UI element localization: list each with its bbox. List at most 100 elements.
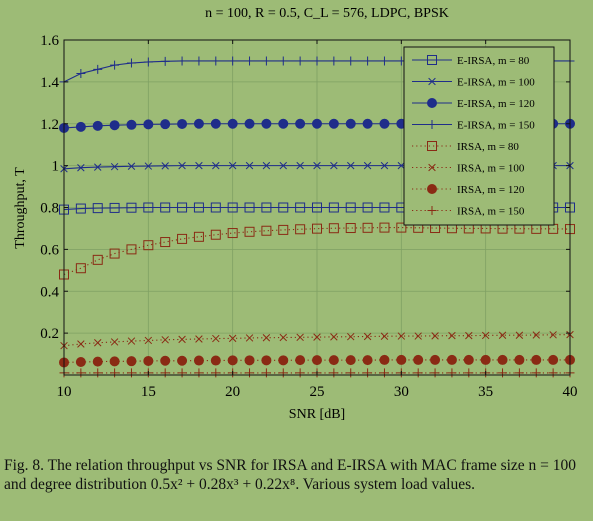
data-point — [363, 368, 373, 378]
data-point — [126, 244, 137, 255]
data-point — [92, 356, 103, 367]
data-point — [178, 335, 186, 344]
x-tick-label: 30 — [394, 384, 409, 400]
legend-item: IRSA, m = 120 — [412, 184, 525, 196]
data-point — [347, 161, 355, 170]
data-point — [160, 355, 171, 366]
data-point — [94, 163, 102, 171]
legend-box — [403, 46, 555, 226]
data-point — [126, 58, 136, 68]
y-tick-label: 0.8 — [40, 201, 59, 217]
data-point — [514, 368, 524, 378]
data-point — [126, 202, 137, 213]
legend-label: E-IRSA, m = 80 — [457, 55, 530, 67]
legend-label: E-IRSA, m = 150 — [457, 120, 535, 132]
data-point — [278, 224, 289, 235]
data-point — [77, 163, 85, 172]
data-point — [227, 202, 238, 213]
data-point — [463, 354, 474, 365]
series-6 — [59, 354, 575, 368]
data-point — [227, 228, 238, 239]
data-point — [94, 339, 102, 347]
data-point — [143, 119, 154, 130]
data-point — [193, 355, 204, 366]
legend-label: E-IRSA, m = 120 — [457, 98, 535, 110]
data-point — [427, 141, 437, 151]
data-point — [110, 60, 120, 70]
data-point — [261, 368, 271, 378]
data-point — [413, 368, 423, 378]
data-point — [278, 202, 289, 213]
legend-item: E-IRSA, m = 100 — [412, 77, 535, 89]
legend-label: IRSA, m = 150 — [457, 206, 525, 218]
data-point — [362, 118, 373, 129]
data-point — [329, 56, 339, 66]
data-point — [363, 56, 373, 66]
x-tick-label: 15 — [141, 384, 156, 400]
data-point — [160, 56, 170, 66]
legend-label: IRSA, m = 100 — [457, 163, 525, 175]
data-point — [427, 98, 437, 108]
data-point — [380, 332, 389, 340]
data-point — [143, 240, 154, 251]
data-point — [144, 162, 153, 170]
axis-ticks: 10 15 20 25 30 35 40 0.2 0.4 0.6 0.8 1 1.2 1.4 1.6 — [40, 33, 577, 400]
legend-item: E-IRSA, m = 80 — [412, 55, 530, 67]
data-point — [177, 118, 188, 129]
data-point — [379, 202, 390, 213]
data-point — [312, 223, 322, 234]
data-point — [427, 206, 437, 215]
data-point — [177, 233, 188, 244]
data-point — [397, 332, 406, 340]
data-point — [362, 222, 373, 233]
data-point — [245, 368, 255, 378]
x-tick-label: 35 — [478, 384, 493, 400]
data-point — [126, 119, 137, 130]
data-point — [396, 354, 407, 365]
data-point — [110, 162, 119, 171]
data-point — [548, 368, 558, 378]
data-point — [177, 202, 188, 213]
data-point — [498, 368, 508, 378]
data-point — [210, 229, 221, 240]
data-point — [211, 56, 221, 66]
data-point — [92, 120, 103, 131]
data-point — [330, 333, 338, 341]
data-point — [193, 118, 204, 129]
y-tick-label: 1 — [52, 159, 60, 175]
data-point — [329, 368, 339, 378]
y-tick-label: 0.6 — [40, 242, 59, 258]
x-tick-label: 40 — [563, 384, 578, 400]
data-point — [549, 331, 557, 339]
data-point — [244, 355, 255, 366]
series-5 — [60, 330, 574, 350]
data-point — [195, 335, 203, 343]
legend-item: IRSA, m = 100 — [412, 163, 525, 175]
data-point — [92, 254, 103, 265]
data-point — [245, 161, 254, 170]
data-point — [345, 202, 356, 213]
data-point — [427, 184, 437, 194]
data-point — [76, 368, 86, 378]
data-point — [379, 222, 390, 233]
data-point — [278, 56, 288, 66]
data-point — [160, 202, 171, 213]
data-point — [379, 118, 390, 129]
data-point — [160, 368, 170, 378]
y-tick-label: 1.6 — [40, 33, 59, 49]
data-point — [464, 368, 474, 378]
data-point — [481, 331, 490, 340]
data-point — [160, 237, 171, 248]
data-point — [328, 202, 339, 213]
data-point — [262, 334, 271, 342]
chart-title: n = 100, R = 0.5, C_L = 576, LDPC, BPSK — [205, 6, 449, 21]
data-point — [126, 368, 136, 378]
data-point — [532, 331, 540, 339]
data-point — [295, 56, 305, 66]
data-point — [328, 355, 339, 366]
data-point — [413, 354, 424, 365]
data-point — [194, 368, 204, 378]
data-point — [210, 355, 221, 366]
data-point — [212, 161, 220, 170]
